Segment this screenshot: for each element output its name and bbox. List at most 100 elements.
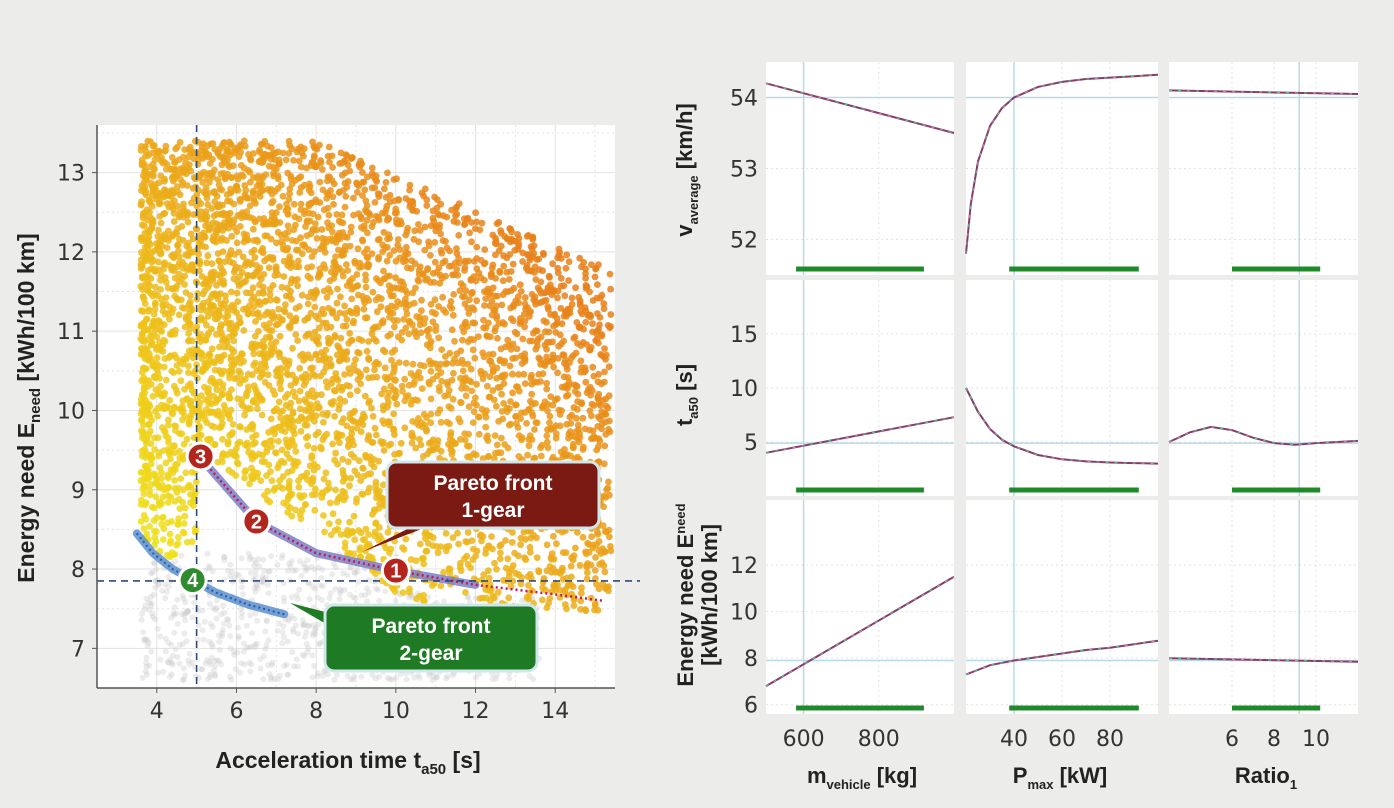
dominated-point [319,566,326,573]
design-point [155,452,163,460]
design-point [155,226,162,234]
design-point [462,318,469,326]
design-point [593,446,601,454]
design-point [141,338,148,345]
design-point [162,459,170,467]
design-point [361,536,368,544]
design-point [171,292,179,300]
design-point [362,283,370,291]
design-point [275,423,283,431]
design-point [533,419,541,427]
design-point [303,218,311,226]
design-point [172,386,180,394]
design-point [303,421,311,429]
design-point [304,330,311,338]
dominated-point [174,596,181,603]
design-point [288,180,296,188]
dominated-point [301,633,308,640]
dominated-point [332,586,339,592]
design-point [243,426,251,433]
design-point [268,144,275,152]
design-point [231,144,239,152]
design-point [253,388,260,396]
design-point [392,376,399,384]
design-point [478,219,486,227]
design-point [428,308,436,316]
design-point [239,350,246,358]
design-point [584,569,591,576]
design-point [384,399,392,406]
design-point [508,236,516,244]
design-point [184,382,192,390]
design-point [290,226,298,234]
dominated-point [206,658,213,665]
design-point [529,234,537,242]
design-point [332,449,339,457]
dominated-point [186,661,193,668]
dominated-point [213,604,220,611]
design-point [491,432,499,439]
design-point [509,389,516,397]
design-point [275,349,282,356]
design-point [578,589,585,597]
dominated-point [281,598,288,605]
design-point [202,222,209,230]
dominated-point [207,674,213,681]
dominated-point [263,574,269,581]
design-point [156,198,163,205]
design-point [597,401,604,409]
design-point [149,173,157,180]
design-point [557,274,565,282]
dominated-point [386,676,393,683]
design-point [526,549,534,556]
design-point [143,530,151,538]
design-point [411,378,418,386]
design-point [177,475,185,482]
design-point [260,343,268,350]
dominated-point [206,600,213,607]
design-point [386,421,393,429]
dominated-point [314,594,321,601]
design-point [427,252,434,259]
dominated-point [530,676,537,683]
design-point [599,522,607,530]
dominated-point [324,671,331,678]
design-point [320,206,328,214]
design-point [276,380,284,387]
dominated-point [281,663,288,669]
design-point [459,282,467,290]
design-point [264,354,271,361]
dominated-point [444,673,451,680]
design-point [495,320,503,327]
design-point [348,527,356,535]
design-point [190,370,198,377]
dominated-point [285,567,291,574]
dominated-point [141,638,148,644]
design-point [147,427,154,435]
design-point [175,533,182,541]
design-point [576,323,584,331]
dominated-point [302,564,309,571]
design-point [322,364,330,371]
design-point [423,202,431,210]
design-point [346,242,354,250]
design-point [330,180,338,188]
design-point [465,310,473,317]
design-point [285,443,293,451]
design-point [420,362,428,370]
dominated-point [218,611,225,618]
dominated-point [231,648,238,655]
design-point [341,539,349,547]
design-point [267,415,275,423]
dominated-point [199,666,206,673]
design-point [430,278,438,286]
design-point [182,356,190,363]
design-point [140,178,148,186]
design-point [589,328,596,336]
dominated-point [389,676,396,683]
design-point [434,364,442,372]
design-point [277,385,285,393]
design-point [269,426,276,433]
design-point [163,200,171,208]
design-point [224,161,232,169]
